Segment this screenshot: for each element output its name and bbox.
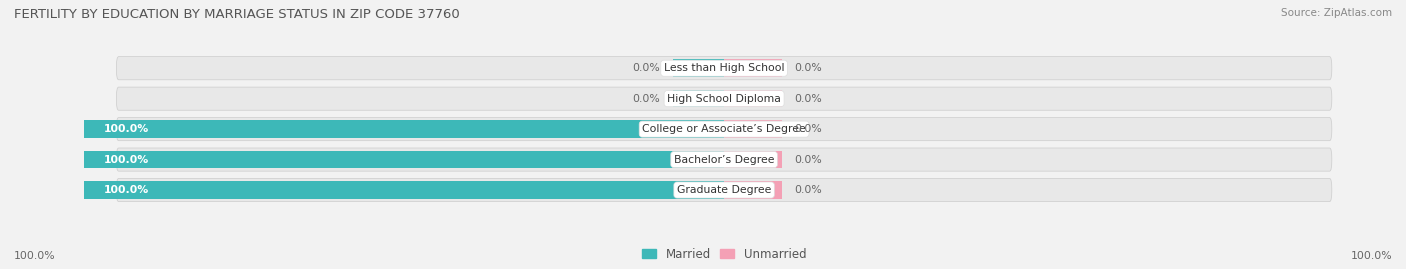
Text: College or Associate’s Degree: College or Associate’s Degree (643, 124, 806, 134)
Bar (673, 59, 724, 77)
Text: 0.0%: 0.0% (794, 94, 823, 104)
Bar (724, 59, 782, 77)
FancyBboxPatch shape (117, 148, 1331, 171)
FancyBboxPatch shape (117, 178, 1331, 201)
Text: FERTILITY BY EDUCATION BY MARRIAGE STATUS IN ZIP CODE 37760: FERTILITY BY EDUCATION BY MARRIAGE STATU… (14, 8, 460, 21)
Bar (724, 90, 782, 108)
Text: 100.0%: 100.0% (14, 251, 56, 261)
Bar (724, 120, 782, 138)
Text: Bachelor’s Degree: Bachelor’s Degree (673, 155, 775, 165)
Text: High School Diploma: High School Diploma (668, 94, 780, 104)
FancyBboxPatch shape (117, 57, 1331, 80)
Bar (673, 90, 724, 108)
Bar (724, 181, 782, 199)
FancyBboxPatch shape (117, 118, 1331, 141)
Bar (724, 151, 782, 168)
Text: 0.0%: 0.0% (794, 124, 823, 134)
Text: 100.0%: 100.0% (104, 155, 149, 165)
Text: Graduate Degree: Graduate Degree (676, 185, 772, 195)
Text: 0.0%: 0.0% (633, 94, 661, 104)
FancyBboxPatch shape (117, 87, 1331, 110)
Text: 0.0%: 0.0% (794, 155, 823, 165)
Text: 0.0%: 0.0% (794, 185, 823, 195)
Text: Source: ZipAtlas.com: Source: ZipAtlas.com (1281, 8, 1392, 18)
Legend: Married, Unmarried: Married, Unmarried (637, 243, 811, 265)
Text: 0.0%: 0.0% (794, 63, 823, 73)
Text: 100.0%: 100.0% (1350, 251, 1392, 261)
Text: 0.0%: 0.0% (633, 63, 661, 73)
Bar (84, 181, 724, 199)
Bar (84, 151, 724, 168)
Text: 100.0%: 100.0% (104, 185, 149, 195)
Bar (84, 120, 724, 138)
Text: Less than High School: Less than High School (664, 63, 785, 73)
Text: 100.0%: 100.0% (104, 124, 149, 134)
